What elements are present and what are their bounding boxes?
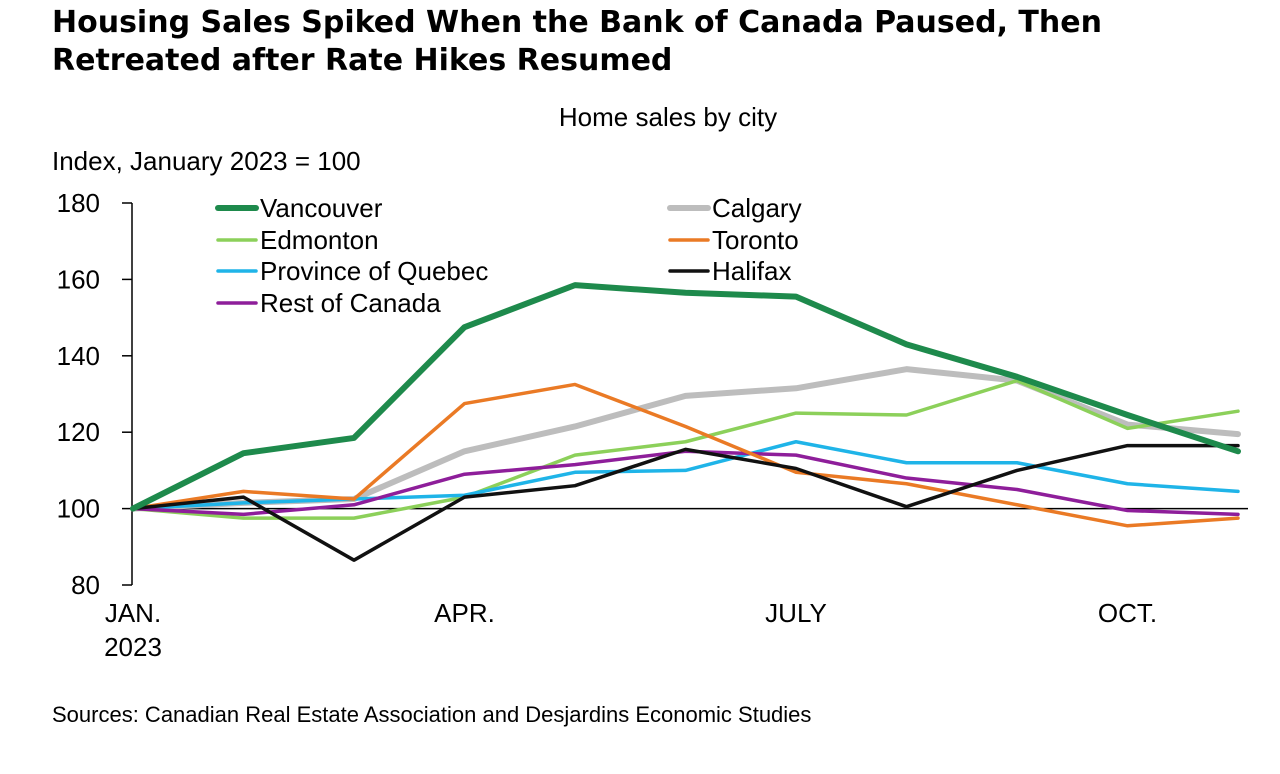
x-tick-label: APR. [434, 598, 495, 628]
chart-title-line-2: Retreated after Rate Hikes Resumed [52, 43, 673, 78]
chart-title: Housing Sales Spiked When the Bank of Ca… [52, 4, 1262, 80]
legend-label-halifax: Halifax [712, 256, 791, 286]
x-tick-label: JULY [765, 598, 827, 628]
y-tick-label: 100 [57, 494, 100, 524]
y-tick-label: 160 [57, 264, 100, 294]
y-tick-label: 80 [71, 570, 100, 600]
chart-subtitle: Home sales by city [558, 102, 778, 132]
source-note: Sources: Canadian Real Estate Associatio… [52, 702, 812, 727]
series-line-halifax [131, 443, 1240, 562]
series-line-vancouver [130, 282, 1241, 512]
legend-label-province-of-quebec: Province of Quebec [260, 256, 488, 286]
y-axis-label: Index, January 2023 = 100 [52, 146, 361, 176]
legend-label-rest-of-canada: Rest of Canada [260, 288, 441, 318]
y-tick-label: 180 [57, 188, 100, 218]
x-tick-label: OCT. [1098, 598, 1157, 628]
series-line-rest-of-canada [131, 449, 1240, 517]
series-line-calgary [130, 366, 1241, 512]
x-tick-label: JAN. 2023 [104, 598, 162, 662]
legend-label-vancouver: Vancouver [260, 193, 383, 223]
series-line-toronto [131, 382, 1240, 528]
legend-label-edmonton: Edmonton [260, 225, 379, 255]
legend-label-toronto: Toronto [712, 225, 799, 255]
chart-title-line-1: Housing Sales Spiked When the Bank of Ca… [52, 5, 1102, 40]
y-tick-label: 120 [57, 417, 100, 447]
legend-label-calgary: Calgary [712, 193, 802, 223]
series-line-edmonton [131, 378, 1240, 520]
y-tick-label: 140 [57, 341, 100, 371]
series-line-province-of-quebec [131, 440, 1240, 511]
